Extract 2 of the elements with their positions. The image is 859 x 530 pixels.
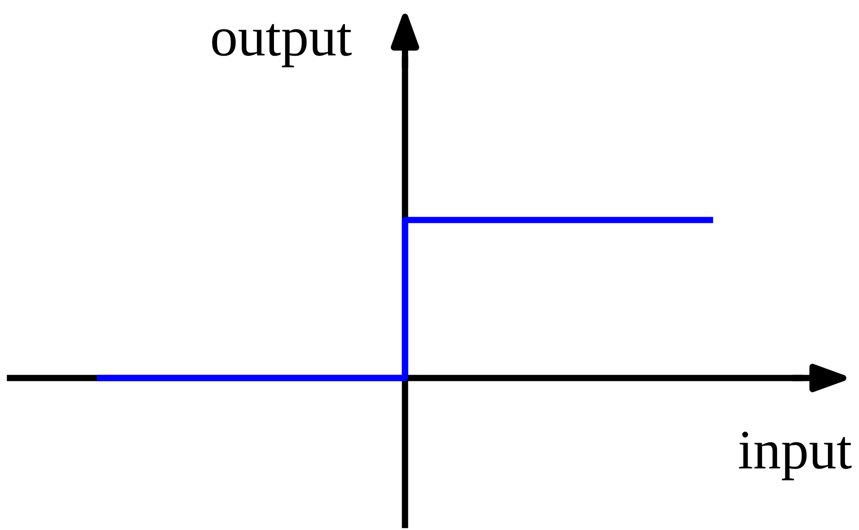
x-axis-title: input [738,432,852,480]
y-axis-title: output [212,24,352,68]
